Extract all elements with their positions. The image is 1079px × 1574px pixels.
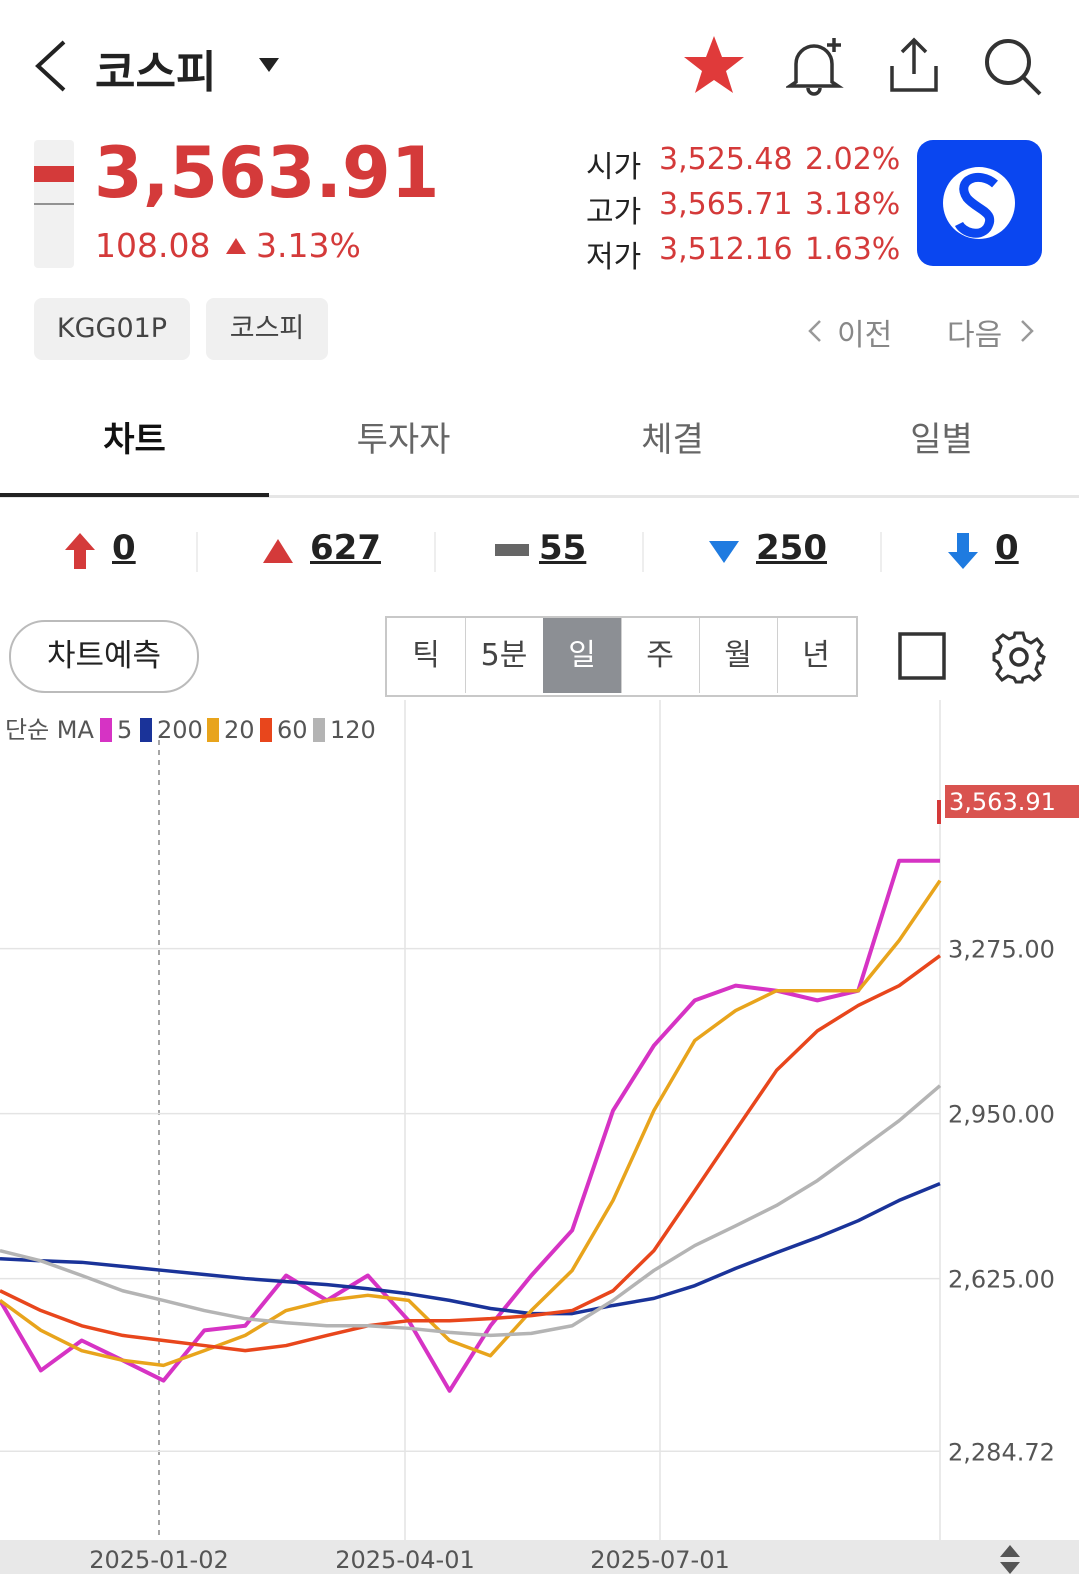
change-pct: 3.13% — [256, 226, 361, 265]
prev-button[interactable]: 이전 — [837, 318, 893, 353]
y-tick-label: 2,950.00 — [948, 1101, 1055, 1129]
tab[interactable]: 차트 — [103, 420, 166, 460]
low-pct: 1.63% — [805, 232, 901, 267]
code-tag: KGG01P — [34, 298, 190, 360]
legend-label: 200 — [157, 716, 203, 744]
broker-logo[interactable] — [917, 140, 1042, 266]
high-pct: 3.18% — [805, 187, 901, 222]
up-triangle — [226, 238, 246, 254]
y-tick-label: 2,284.72 — [948, 1438, 1055, 1466]
x-axis-strip — [0, 1540, 1079, 1574]
limit-up-icon — [65, 533, 95, 569]
back-button[interactable] — [28, 38, 72, 94]
dropdown[interactable] — [258, 56, 280, 74]
down-count[interactable]: 250 — [756, 528, 827, 568]
tab[interactable]: 투자자 — [356, 420, 451, 460]
period-button[interactable]: 틱 — [387, 618, 466, 693]
last-price-candle — [937, 800, 941, 824]
open-label: 시가 — [586, 150, 642, 185]
scroll-handle — [1000, 1562, 1020, 1574]
open-pct: 2.02% — [805, 142, 901, 177]
separator — [196, 532, 198, 572]
ma-line — [0, 858, 940, 1393]
x-tick-label: 2025-07-01 — [590, 1546, 729, 1574]
share[interactable] — [886, 36, 942, 94]
period-button[interactable]: 월 — [699, 618, 778, 693]
legend-label: 60 — [277, 716, 308, 744]
open-value: 3,525.48 — [659, 142, 793, 177]
tab-indicator — [0, 493, 269, 497]
legend-title: 단순 MA — [5, 716, 94, 744]
market-tag: 코스피 — [206, 298, 328, 360]
x-tick-label: 2025-04-01 — [335, 1546, 474, 1574]
ma-line — [0, 954, 942, 1353]
tab-divider — [0, 495, 1079, 498]
legend-swatch — [207, 718, 219, 742]
limit-up-count[interactable]: 0 — [112, 528, 136, 568]
price: 3,563.91 — [94, 132, 440, 214]
x-tick-label: 2025-01-02 — [89, 1546, 228, 1574]
high-value: 3,565.71 — [659, 187, 793, 222]
alert-bell[interactable] — [786, 34, 846, 96]
up-count[interactable]: 627 — [310, 528, 381, 568]
settings[interactable] — [992, 630, 1046, 684]
scroll-handle — [1000, 1545, 1020, 1557]
price-tag — [945, 785, 1079, 818]
up-icon — [263, 539, 293, 563]
limit-down-count[interactable]: 0 — [995, 528, 1019, 568]
limit-down-icon — [948, 533, 978, 569]
period-button[interactable]: 주 — [621, 618, 700, 693]
prev-arrow[interactable] — [806, 318, 824, 344]
flat-icon — [495, 544, 529, 556]
fullscreen-toggle[interactable] — [898, 632, 946, 680]
title: 코스피 — [95, 47, 217, 98]
ma-line — [0, 1084, 942, 1338]
low-value: 3,512.16 — [659, 232, 793, 267]
forecast-button[interactable]: 차트예측 — [9, 620, 199, 693]
next-button[interactable]: 다음 — [947, 318, 1003, 353]
price-indicator — [34, 140, 74, 268]
change: 108.08 — [95, 226, 211, 265]
chart: 2,284.72 2,625.00 2,950.00 3,275.00 단순 MA 5 20… — [0, 700, 1079, 1574]
legend-label: 20 — [224, 716, 255, 744]
favorite-star[interactable] — [682, 34, 746, 96]
ma-line — [0, 1182, 941, 1316]
period-selector — [385, 616, 858, 697]
separator — [880, 532, 882, 572]
separator — [434, 532, 436, 572]
legend-swatch — [260, 718, 272, 742]
tab[interactable]: 일별 — [910, 420, 973, 460]
period-button[interactable]: 일 — [543, 618, 622, 693]
separator — [642, 532, 644, 572]
flat-count[interactable]: 55 — [539, 528, 587, 568]
legend-label: 120 — [330, 716, 376, 744]
y-tick-label: 3,275.00 — [948, 936, 1055, 964]
legend-swatch — [100, 718, 112, 742]
high-label: 고가 — [586, 195, 642, 230]
y-tick-label: 2,625.00 — [948, 1266, 1055, 1294]
price-tag-label: 3,563.91 — [949, 788, 1056, 816]
down-icon — [709, 541, 739, 563]
legend-swatch — [313, 718, 325, 742]
ma-line — [0, 879, 942, 1368]
period-button[interactable]: 5분 — [465, 618, 544, 693]
next-arrow[interactable] — [1018, 318, 1036, 344]
low-label: 저가 — [586, 240, 642, 275]
legend-label: 5 — [117, 716, 132, 744]
period-button[interactable]: 년 — [802, 638, 830, 673]
legend-swatch — [140, 718, 152, 742]
search[interactable] — [982, 36, 1044, 96]
tab[interactable]: 체결 — [641, 420, 704, 460]
